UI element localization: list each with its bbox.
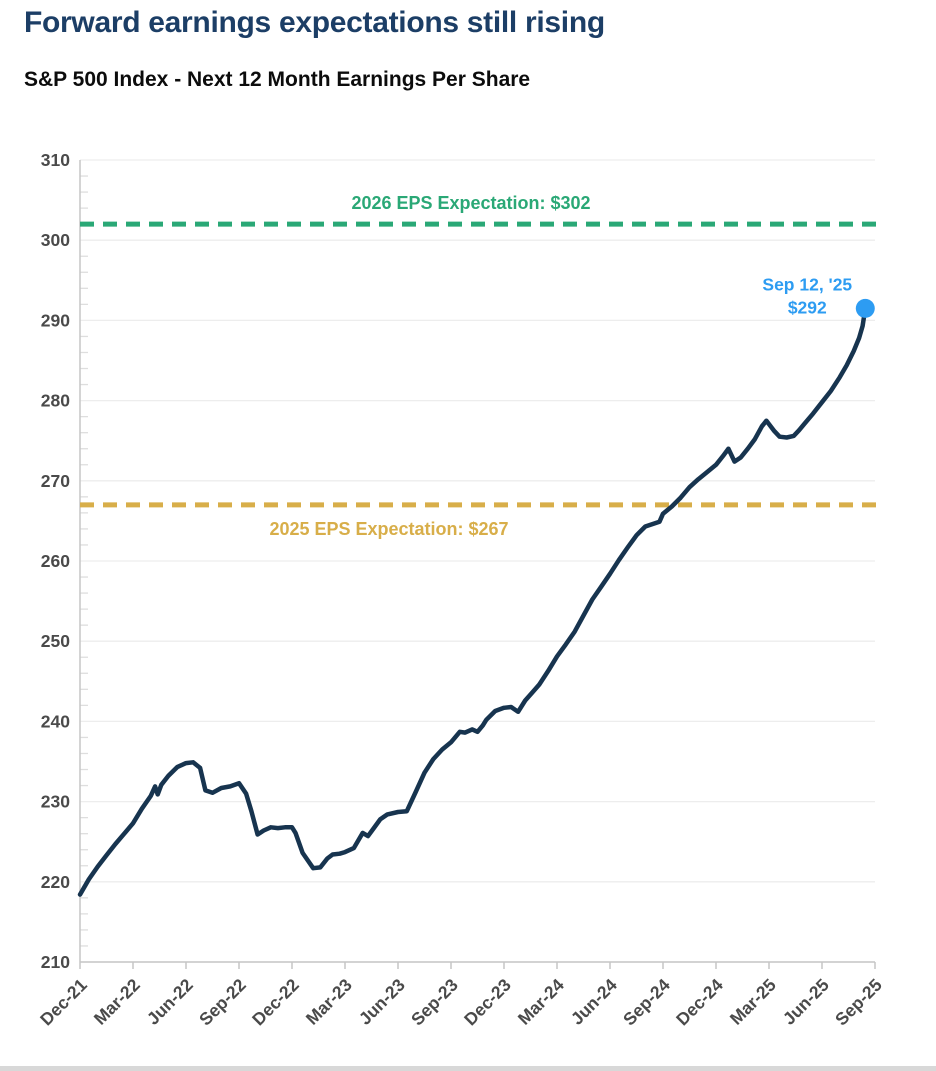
y-tick-label: 220: [41, 872, 70, 892]
x-tick-label: Mar-22: [90, 975, 144, 1029]
eps-series-line: [77, 306, 868, 897]
window-bottom-edge: [0, 1066, 936, 1071]
reference-line-label: 2026 EPS Expectation: $302: [351, 193, 590, 213]
x-tick-label: Dec-24: [672, 975, 727, 1030]
annotation-value-label: $292: [788, 297, 827, 317]
reference-line-label: 2025 EPS Expectation: $267: [269, 519, 508, 539]
chart-title: Forward earnings expectations still risi…: [24, 6, 605, 39]
x-tick-label: Mar-23: [302, 975, 356, 1029]
y-tick-label: 270: [41, 471, 70, 491]
x-tick-label: Jun-23: [355, 974, 409, 1028]
y-tick-label: 310: [41, 150, 70, 170]
x-tick-label: Mar-25: [726, 975, 780, 1029]
y-tick-label: 250: [41, 631, 70, 651]
y-tick-label: 280: [41, 391, 70, 411]
x-tick-label: Mar-24: [514, 975, 568, 1029]
x-tick-label: Sep-24: [619, 974, 674, 1029]
y-tick-label: 210: [41, 952, 70, 972]
y-tick-label: 260: [41, 551, 70, 571]
x-tick-label: Jun-22: [143, 974, 197, 1028]
x-tick-label: Jun-25: [779, 974, 833, 1028]
chart-subtitle: S&P 500 Index - Next 12 Month Earnings P…: [24, 68, 531, 91]
annotation-date-label: Sep 12, '25: [762, 274, 852, 294]
y-tick-label: 290: [41, 310, 70, 330]
x-tick-label: Dec-21: [36, 975, 91, 1030]
x-tick-label: Jun-24: [567, 974, 621, 1028]
x-tick-label: Dec-22: [248, 975, 303, 1030]
x-tick-label: Sep-23: [407, 974, 462, 1029]
x-tick-label: Sep-25: [831, 974, 886, 1029]
x-tick-label: Dec-23: [460, 975, 515, 1030]
y-tick-label: 300: [41, 230, 70, 250]
x-tick-label: Sep-22: [195, 974, 250, 1029]
latest-point-marker: [855, 298, 875, 318]
y-tick-label: 240: [41, 711, 70, 731]
y-tick-label: 230: [41, 792, 70, 812]
